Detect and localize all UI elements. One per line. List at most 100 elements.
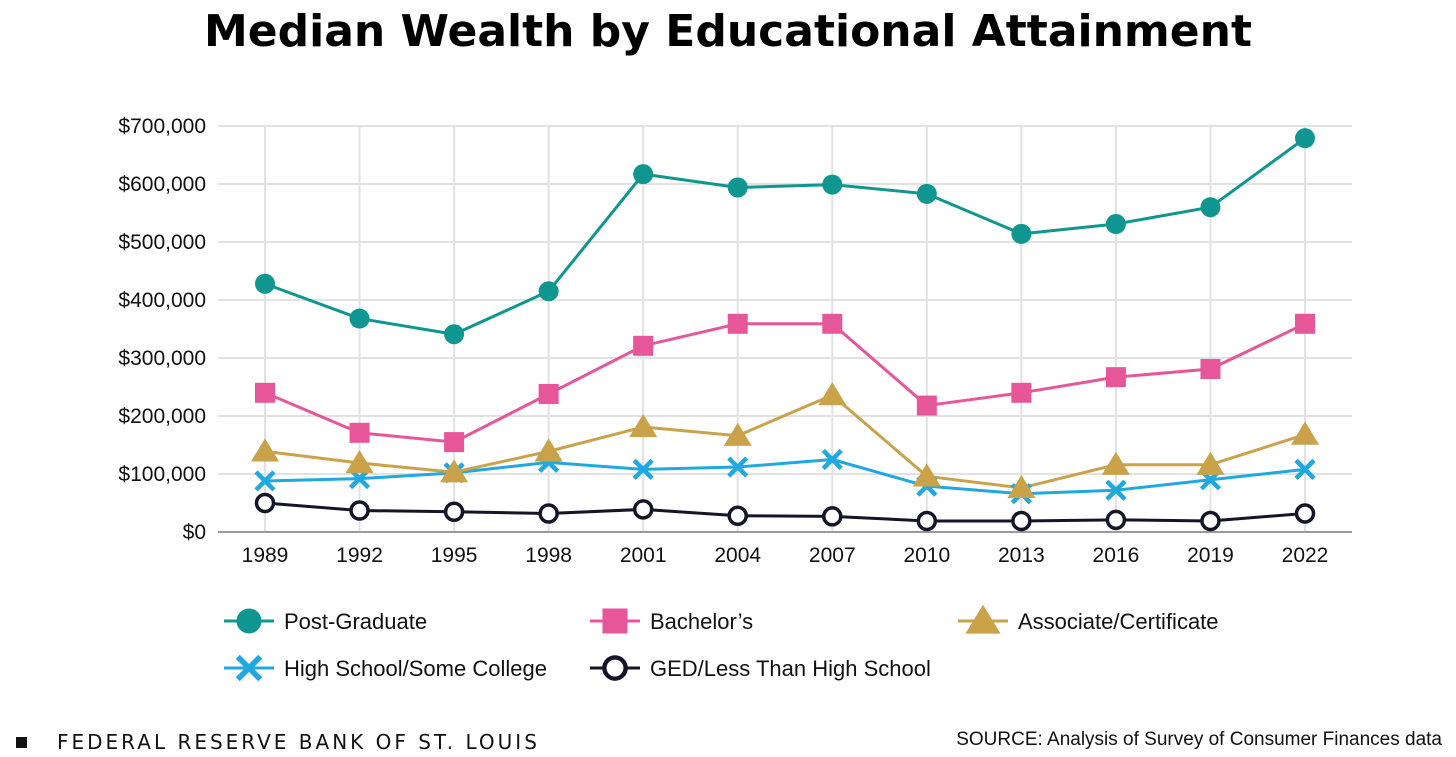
- data-point: [916, 510, 938, 532]
- data-point: [349, 500, 370, 521]
- y-tick-label: $0: [183, 521, 206, 544]
- data-point: [1011, 382, 1032, 403]
- data-point: [818, 382, 847, 406]
- data-point: [1200, 359, 1221, 380]
- data-point: [1101, 451, 1130, 475]
- data-point: [538, 281, 559, 302]
- series-line: [264, 458, 1306, 496]
- series-line: [264, 393, 1306, 490]
- data-point: [349, 308, 370, 329]
- series-lines: [264, 136, 1306, 523]
- data-point: [1290, 421, 1320, 445]
- legend-label: Associate/Certificate: [1018, 609, 1219, 634]
- data-point: [1007, 474, 1036, 499]
- data-point: [1200, 510, 1221, 532]
- legend-label: GED/Less Than High School: [650, 656, 931, 681]
- data-point: [632, 458, 654, 480]
- x-tick-label: 2016: [1093, 544, 1140, 567]
- data-point: [1200, 197, 1221, 218]
- legend-marker: [235, 654, 263, 682]
- data-point: [916, 183, 937, 204]
- y-tick-label: $700,000: [118, 115, 206, 138]
- data-point: [727, 505, 748, 527]
- data-point: [443, 501, 465, 522]
- series-line: [264, 322, 1306, 444]
- x-tick-label: 1998: [525, 544, 572, 567]
- source-note: SOURCE: Analysis of Survey of Consumer F…: [956, 729, 1442, 750]
- organization-name: FEDERAL RESERVE BANK OF ST. LOUIS: [57, 730, 540, 754]
- footer-organization: FEDERAL RESERVE BANK OF ST. LOUIS: [16, 727, 540, 757]
- y-tick-label: $100,000: [118, 463, 206, 486]
- data-point: [1105, 367, 1126, 388]
- data-point: [1196, 451, 1225, 475]
- chart-title: Median Wealth by Educational Attainment: [204, 6, 1252, 57]
- legend: Post-Graduate Bachelor’s Associate/Certifi…: [224, 604, 1219, 682]
- data-point: [633, 164, 654, 185]
- x-tick-label: 1995: [431, 544, 478, 567]
- data-point: [1294, 503, 1316, 524]
- legend-item: Associate/Certificate: [958, 604, 1219, 634]
- footer-square-icon: [16, 736, 27, 748]
- data-point: [1011, 510, 1032, 532]
- legend-label: High School/Some College: [284, 656, 547, 681]
- series-line: [264, 501, 1306, 523]
- data-point: [916, 395, 937, 416]
- data-point: [821, 448, 843, 471]
- data-point: [534, 438, 563, 462]
- data-point: [727, 456, 749, 478]
- data-point: [1105, 479, 1127, 501]
- legend-marker: [965, 604, 1001, 634]
- data-point: [1011, 223, 1032, 244]
- x-tick-label: 2007: [809, 544, 856, 567]
- legend-item: GED/Less Than High School: [590, 655, 931, 681]
- data-point: [632, 499, 654, 520]
- line-chart: $0 $100,000 $200,000 $300,000 $400,000 $500,0…: [118, 115, 1352, 682]
- data-point: [633, 335, 654, 356]
- data-point: [727, 177, 748, 198]
- x-tick-label: 1992: [336, 544, 383, 567]
- x-tick-label: 2022: [1282, 544, 1329, 567]
- series-line: [264, 136, 1306, 336]
- data-point: [250, 438, 280, 462]
- data-point: [255, 273, 275, 294]
- data-point: [912, 463, 941, 487]
- x-tick-label: 2001: [620, 544, 667, 567]
- legend-marker: [602, 608, 628, 634]
- data-point: [1294, 458, 1316, 480]
- x-tick-label: 2019: [1187, 544, 1234, 567]
- data-point: [822, 174, 843, 195]
- y-tick-label: $600,000: [118, 173, 206, 196]
- data-point: [254, 470, 276, 492]
- data-point: [538, 383, 559, 404]
- y-tick-label: $400,000: [118, 289, 206, 312]
- y-tick-label: $300,000: [118, 347, 206, 370]
- data-point: [629, 414, 658, 438]
- legend-label: Post-Graduate: [284, 609, 427, 634]
- legend-marker: [236, 608, 262, 634]
- data-point: [345, 449, 374, 474]
- data-point: [727, 313, 748, 334]
- data-point: [822, 506, 843, 527]
- data-point: [444, 432, 465, 453]
- legend-label: Bachelor’s: [650, 609, 753, 634]
- data-point: [538, 503, 559, 524]
- data-point: [1295, 313, 1315, 334]
- x-tick-label: 2010: [903, 544, 950, 567]
- axes: $0 $100,000 $200,000 $300,000 $400,000 $500,0…: [118, 115, 1352, 567]
- legend-item: Bachelor’s: [590, 608, 753, 634]
- x-tick-label: 2004: [714, 544, 761, 567]
- x-tick-label: 2013: [998, 544, 1045, 567]
- data-point: [255, 382, 275, 403]
- data-point: [254, 492, 276, 514]
- data-point: [723, 422, 752, 446]
- legend-marker: [602, 655, 628, 681]
- series-markers: [250, 128, 1320, 532]
- y-tick-label: $500,000: [118, 231, 206, 254]
- legend-item: High School/Some College: [224, 654, 547, 682]
- legend-item: Post-Graduate: [224, 608, 427, 634]
- data-point: [1105, 214, 1126, 235]
- data-point: [822, 313, 843, 334]
- data-point: [349, 422, 370, 443]
- y-tick-label: $200,000: [118, 405, 206, 428]
- x-tick-label: 1989: [242, 544, 289, 567]
